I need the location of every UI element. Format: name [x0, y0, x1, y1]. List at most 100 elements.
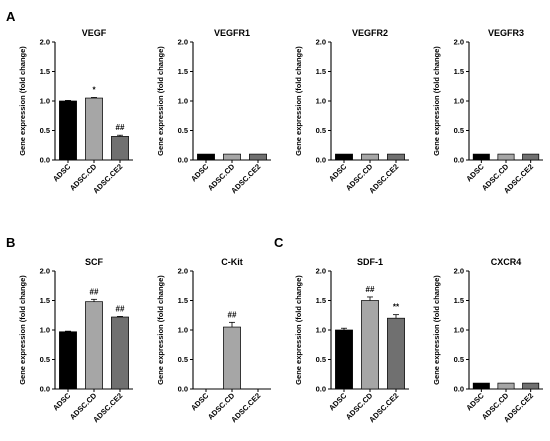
y-tick-label: 1.5 — [40, 67, 50, 76]
panel-label-b: B — [6, 235, 15, 250]
y-axis-label: Gene expression (fold change) — [18, 46, 27, 156]
y-tick-label: 2.0 — [316, 38, 326, 47]
chart-title: SCF — [85, 257, 104, 267]
bar-adsc-cd — [223, 153, 241, 161]
x-tick-label: ADSC — [51, 391, 73, 413]
x-tick-label: ADSC — [327, 391, 349, 413]
bar-adsc-cd — [85, 301, 103, 390]
y-tick-label: 1.0 — [454, 326, 464, 335]
chart-vegfr3: VEGFR3 Gene expression (fold change) 0.0 0.… — [432, 28, 543, 195]
chart-scf: SCF Gene expression (fold change) 0.0 0.5 1.… — [18, 257, 133, 424]
y-tick-label: 2.0 — [454, 267, 464, 276]
chart-title: VEGFR3 — [488, 28, 524, 38]
y-tick-label: 0.0 — [454, 385, 464, 394]
y-axis-label: Gene expression (fold change) — [294, 46, 303, 156]
y-tick-label: 1.5 — [40, 296, 50, 305]
significance-mark: ** — [393, 303, 400, 312]
y-tick-label: 0.5 — [178, 126, 188, 135]
y-tick-label: 0.5 — [40, 126, 50, 135]
y-tick-label: 1.0 — [178, 326, 188, 335]
chart-vegfr2: VEGFR2 Gene expression (fold change) 0.0 0.… — [294, 28, 409, 195]
y-tick-label: 1.0 — [40, 97, 50, 106]
bar-adsc-ce2 — [249, 153, 267, 161]
x-tick-label: ADSC — [464, 162, 486, 184]
y-axis-label: Gene expression (fold change) — [18, 275, 27, 385]
y-tick-label: 1.0 — [316, 97, 326, 106]
y-tick-label: 0.0 — [178, 385, 188, 394]
chart-sdf-1: SDF-1 Gene expression (fold change) 0.0 0.5… — [294, 257, 409, 424]
y-axis-label: Gene expression (fold change) — [156, 275, 165, 385]
y-tick-label: 2.0 — [454, 38, 464, 47]
bar-adsc — [472, 382, 490, 390]
chart-title: SDF-1 — [357, 257, 383, 267]
panel-label-a: A — [6, 9, 16, 24]
y-tick-label: 0.5 — [316, 355, 326, 364]
bar-adsc — [59, 331, 77, 390]
panel-label-c: C — [274, 235, 284, 250]
y-tick-label: 0.0 — [178, 156, 188, 165]
bar-adsc-cd — [361, 300, 379, 390]
y-tick-label: 1.0 — [316, 326, 326, 335]
y-tick-label: 0.5 — [40, 355, 50, 364]
x-tick-label: ADSC — [51, 162, 73, 184]
y-tick-label: 2.0 — [178, 38, 188, 47]
bar-adsc — [59, 100, 77, 161]
significance-mark: ## — [366, 285, 375, 294]
y-tick-label: 0.0 — [40, 156, 50, 165]
chart-title: VEGFR2 — [352, 28, 388, 38]
y-tick-label: 1.5 — [454, 296, 464, 305]
bar-adsc — [197, 153, 215, 161]
significance-mark: ## — [228, 310, 237, 319]
y-tick-label: 2.0 — [316, 267, 326, 276]
bar-adsc — [335, 153, 353, 161]
y-tick-label: 1.5 — [178, 296, 188, 305]
y-axis-label: Gene expression (fold change) — [156, 46, 165, 156]
chart-title: C-Kit — [221, 257, 243, 267]
y-tick-label: 0.5 — [316, 126, 326, 135]
bar-adsc — [472, 153, 490, 161]
chart-vegfr1: VEGFR1 Gene expression (fold change) 0.0 0.… — [156, 28, 271, 195]
bar-adsc-ce2 — [522, 153, 540, 161]
y-axis-label: Gene expression (fold change) — [432, 46, 441, 156]
y-tick-label: 0.0 — [316, 385, 326, 394]
bar-adsc-cd — [497, 153, 515, 161]
x-tick-label: ADSC — [464, 391, 486, 413]
y-tick-label: 0.0 — [454, 156, 464, 165]
significance-mark: ## — [116, 304, 125, 313]
chart-title: VEGF — [82, 28, 107, 38]
bar-adsc-cd — [223, 326, 241, 390]
y-tick-label: 1.5 — [316, 296, 326, 305]
y-tick-label: 2.0 — [40, 267, 50, 276]
bar-adsc — [335, 329, 353, 390]
y-axis-label: Gene expression (fold change) — [432, 275, 441, 385]
bar-adsc-ce2 — [111, 316, 129, 390]
x-tick-label: ADSC — [189, 162, 211, 184]
significance-mark: ## — [116, 123, 125, 132]
bar-adsc-cd — [497, 382, 515, 390]
bar-adsc-ce2 — [522, 382, 540, 390]
y-tick-label: 1.5 — [454, 67, 464, 76]
bar-adsc-ce2 — [387, 153, 405, 161]
chart-vegf: VEGF Gene expression (fold change) 0.0 0.5 1… — [18, 28, 133, 195]
significance-mark: * — [92, 85, 96, 94]
chart-cxcr4: CXCR4 Gene expression (fold change) 0.0 0.5… — [432, 257, 543, 424]
y-tick-label: 0.5 — [178, 355, 188, 364]
y-tick-label: 1.0 — [40, 326, 50, 335]
y-tick-label: 0.5 — [454, 126, 464, 135]
y-axis-label: Gene expression (fold change) — [294, 275, 303, 385]
chart-title: CXCR4 — [491, 257, 522, 267]
y-tick-label: 0.5 — [454, 355, 464, 364]
significance-mark: ## — [90, 287, 99, 296]
x-tick-label: ADSC — [327, 162, 349, 184]
chart-c-kit: C-Kit Gene expression (fold change) 0.0 0.5… — [156, 257, 271, 424]
y-tick-label: 2.0 — [40, 38, 50, 47]
y-tick-label: 0.0 — [40, 385, 50, 394]
bar-adsc-cd — [85, 97, 103, 161]
y-tick-label: 1.0 — [178, 97, 188, 106]
y-tick-label: 1.5 — [316, 67, 326, 76]
y-tick-label: 2.0 — [178, 267, 188, 276]
y-tick-label: 0.0 — [316, 156, 326, 165]
y-tick-label: 1.0 — [454, 97, 464, 106]
x-tick-label: ADSC — [189, 391, 211, 413]
